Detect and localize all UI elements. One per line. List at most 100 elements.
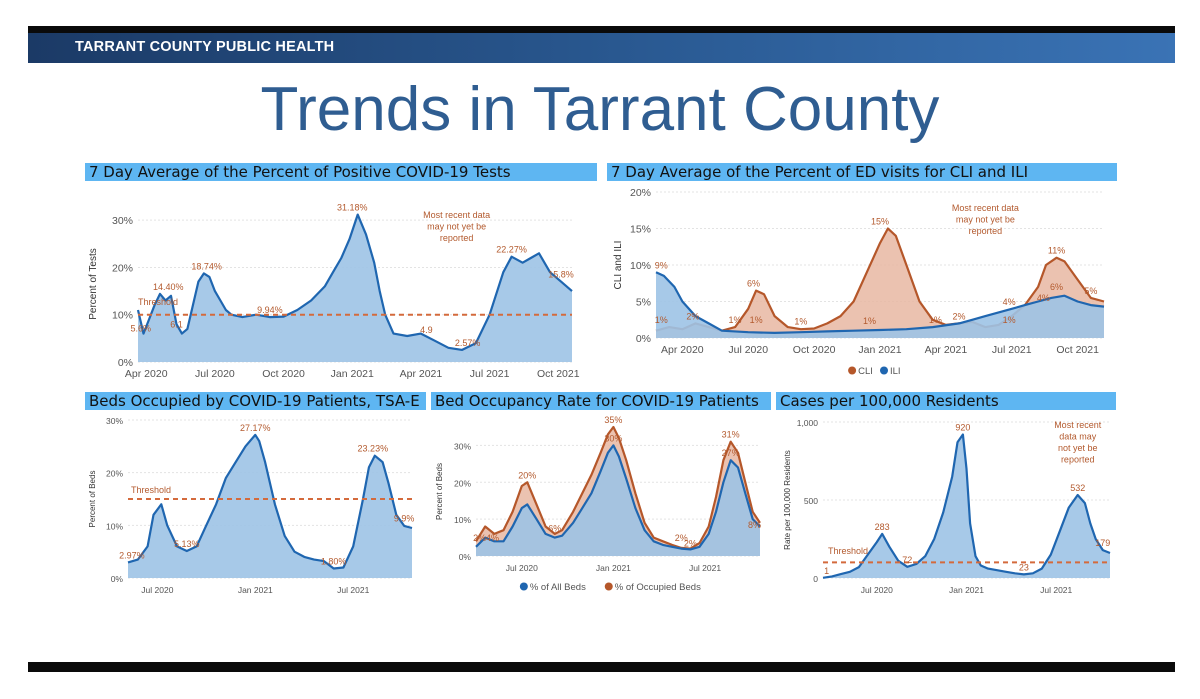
x-tick-label: Jan 2021 [949, 585, 984, 595]
note-line: reported [440, 233, 474, 243]
y-tick-label: 20% [630, 187, 651, 199]
x-tick-label: Jul 2021 [689, 563, 721, 573]
data-label: 8% [748, 520, 761, 530]
note-line: Most recent data [952, 203, 1019, 213]
data-label: 2% [953, 311, 966, 321]
legend-marker [880, 366, 888, 375]
x-tick-label: Jul 2020 [728, 344, 768, 356]
series-area-1 [656, 272, 1104, 338]
data-label: 1% [1003, 315, 1016, 325]
y-axis-label: CLI and ILI [613, 241, 624, 290]
chart-beds_tsae: Beds Occupied by COVID-19 Patients, TSA-… [85, 392, 426, 595]
data-label: 1% [863, 316, 876, 326]
x-tick-label: Jan 2021 [331, 368, 374, 380]
x-tick-label: Oct 2021 [537, 368, 580, 380]
legend-marker [519, 582, 528, 591]
chart-title-bar [776, 392, 1116, 410]
x-tick-label: Jul 2021 [1040, 585, 1072, 595]
chart-title: 7 Day Average of the Percent of Positive… [89, 163, 511, 181]
data-label: 15.8% [548, 270, 574, 280]
x-tick-label: Jul 2020 [195, 368, 235, 380]
series-area-0 [128, 434, 412, 578]
y-axis-label: Percent of Beds [435, 463, 444, 520]
x-tick-label: Apr 2020 [661, 344, 704, 356]
data-label: 31% [722, 430, 740, 440]
data-label: 27.17% [240, 423, 271, 433]
series-area-1 [476, 445, 760, 556]
y-axis-label: Percent of Tests [88, 248, 99, 320]
note-line: data may [1059, 432, 1097, 442]
chart-ed_visits: 7 Day Average of the Percent of ED visit… [607, 163, 1117, 377]
data-label: 27% [722, 448, 740, 458]
data-label: 6.1 [170, 319, 183, 329]
note-line: reported [969, 226, 1003, 236]
y-axis-label: Percent of Beds [88, 471, 97, 528]
chart-title-bar [607, 163, 1117, 181]
x-tick-label: Jul 2020 [141, 585, 173, 595]
y-axis-label: Rate per 100,000 Residents [783, 450, 792, 550]
y-tick-label: 20% [112, 262, 133, 274]
chart-title-bar [85, 163, 597, 181]
legend-label: ILI [890, 366, 901, 377]
legend-marker [848, 366, 857, 375]
data-label: 11% [1048, 246, 1065, 256]
y-tick-label: 0% [459, 552, 472, 562]
y-tick-label: 1,000 [797, 418, 819, 428]
y-tick-label: 0% [636, 333, 651, 345]
y-tick-label: 20% [454, 478, 471, 488]
top-border [28, 26, 1175, 34]
data-label: 283 [875, 522, 890, 532]
series-line-1 [475, 444, 761, 551]
series-area-0 [656, 228, 1104, 338]
series-area-0 [138, 214, 572, 362]
chart-title: Cases per 100,000 Residents [780, 392, 999, 410]
data-label: 920 [955, 422, 970, 432]
y-tick-label: 0% [118, 357, 133, 369]
y-tick-label: 20% [106, 469, 123, 479]
data-label: 5.13% [174, 539, 200, 549]
series-line-0 [127, 433, 413, 570]
legend-marker [604, 582, 613, 591]
x-tick-label: Apr 2021 [925, 344, 968, 356]
x-tick-label: Jul 2021 [337, 585, 369, 595]
data-label: 2.57% [455, 338, 481, 348]
note-line: may not yet be [956, 214, 1015, 224]
chart-occupancy_rate: Bed Occupancy Rate for COVID-19 Patients… [431, 392, 771, 593]
series-line-1 [655, 271, 1105, 334]
series-area-0 [823, 434, 1110, 578]
data-label: 2% [684, 538, 697, 548]
data-label: 2% [473, 533, 486, 543]
data-label: 22.27% [496, 245, 527, 255]
note-line: Most recent [1054, 420, 1102, 430]
note-line: may not yet be [427, 221, 486, 231]
x-tick-label: Oct 2021 [1056, 344, 1099, 356]
data-label: 9.94% [257, 305, 283, 315]
x-tick-label: Jan 2021 [238, 585, 273, 595]
data-label: 5% [1084, 286, 1097, 296]
x-tick-label: Jul 2021 [470, 368, 510, 380]
chart-title-bar [85, 392, 426, 410]
data-label: 9.9% [394, 513, 415, 523]
data-label: 1.80% [321, 557, 347, 567]
data-label: 4% [1003, 297, 1016, 307]
data-label: 5.6% [130, 324, 151, 334]
y-tick-label: 10% [454, 515, 471, 525]
data-label: 1% [750, 315, 763, 325]
data-label: 4% [486, 533, 499, 543]
y-tick-label: 10% [106, 521, 123, 531]
data-label: 72 [902, 555, 912, 565]
data-label: 4% [1037, 293, 1050, 303]
series-line-0 [475, 425, 761, 550]
series-line-0 [655, 227, 1105, 332]
data-label: 23 [1019, 562, 1029, 572]
data-label: 23.23% [358, 444, 389, 454]
legend-label: % of All Beds [530, 582, 586, 593]
chart-cases: Cases per 100,000 Residents 0 500 1,000 Jul … [776, 392, 1116, 595]
data-label: 1% [794, 317, 807, 327]
y-tick-label: 10% [112, 310, 133, 322]
data-label: 20% [518, 470, 536, 480]
data-label: 18.74% [191, 261, 222, 271]
data-label: 15% [871, 217, 889, 227]
x-tick-label: Apr 2020 [125, 368, 168, 380]
